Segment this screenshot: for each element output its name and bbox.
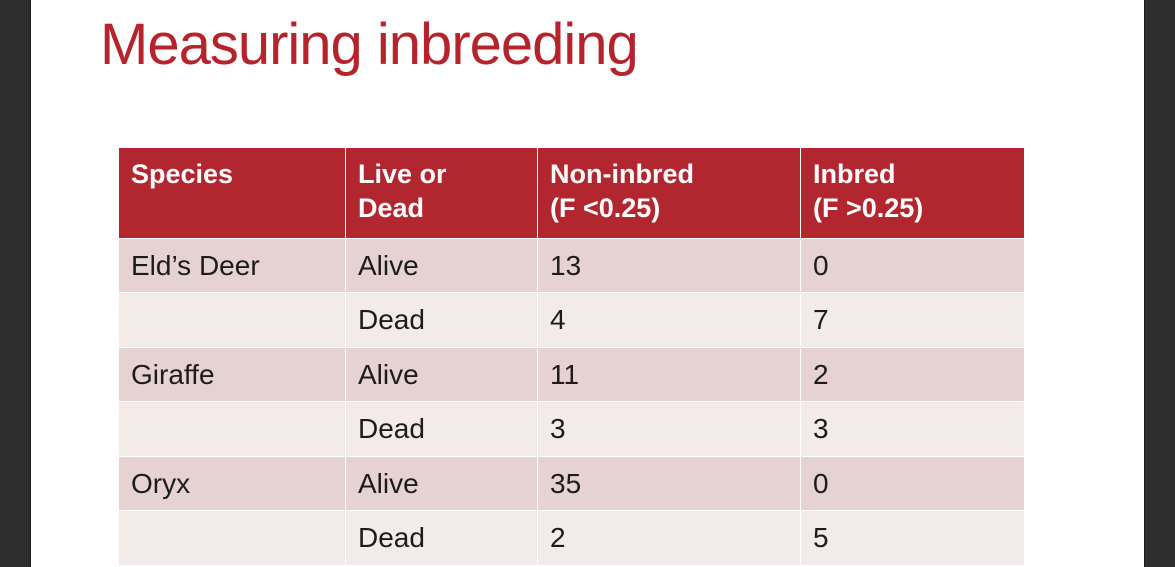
right-edge-bar <box>1144 0 1175 567</box>
table-cell-inbred: 2 <box>800 346 1025 403</box>
page-title: Measuring inbreeding <box>100 12 639 77</box>
table-cell-species: Oryx <box>118 455 346 512</box>
table-cell-species: Giraffe <box>118 346 346 403</box>
table-row: Oryx Alive 35 0 <box>118 455 1025 512</box>
table-cell-non-inbred: 13 <box>537 237 801 294</box>
table-cell-status: Dead <box>345 510 538 567</box>
table-row: Eld’s Deer Alive 13 0 <box>118 237 1025 294</box>
table-cell-status: Alive <box>345 346 538 403</box>
header-cell-live-dead: Live or Dead <box>345 147 538 239</box>
table-cell-non-inbred: 11 <box>537 346 801 403</box>
table-cell-inbred: 0 <box>800 237 1025 294</box>
header-cell-species: Species <box>118 147 346 239</box>
table-cell-non-inbred: 3 <box>537 401 801 457</box>
table-cell-inbred: 0 <box>800 455 1025 512</box>
table-header-row: Species Live or Dead Non-inbred (F <0.25… <box>118 147 1025 239</box>
table-row: Giraffe Alive 11 2 <box>118 346 1025 403</box>
table-row: Dead 2 5 <box>118 510 1025 567</box>
table-cell-species <box>118 510 346 567</box>
table-cell-species <box>118 292 346 348</box>
table-cell-non-inbred: 4 <box>537 292 801 348</box>
table-cell-non-inbred: 35 <box>537 455 801 512</box>
table-cell-inbred: 3 <box>800 401 1025 457</box>
table-cell-status: Alive <box>345 237 538 294</box>
table-cell-species <box>118 401 346 457</box>
table-cell-status: Alive <box>345 455 538 512</box>
table-cell-status: Dead <box>345 401 538 457</box>
table-cell-species: Eld’s Deer <box>118 237 346 294</box>
header-cell-inbred: Inbred (F >0.25) <box>800 147 1025 239</box>
header-cell-non-inbred: Non-inbred (F <0.25) <box>537 147 801 239</box>
table-cell-status: Dead <box>345 292 538 348</box>
table-cell-inbred: 7 <box>800 292 1025 348</box>
table-cell-non-inbred: 2 <box>537 510 801 567</box>
table-row: Dead 3 3 <box>118 401 1025 457</box>
table-cell-inbred: 5 <box>800 510 1025 567</box>
table-row: Dead 4 7 <box>118 292 1025 348</box>
left-edge-bar <box>0 0 31 567</box>
inbreeding-table: Species Live or Dead Non-inbred (F <0.25… <box>118 147 1025 567</box>
